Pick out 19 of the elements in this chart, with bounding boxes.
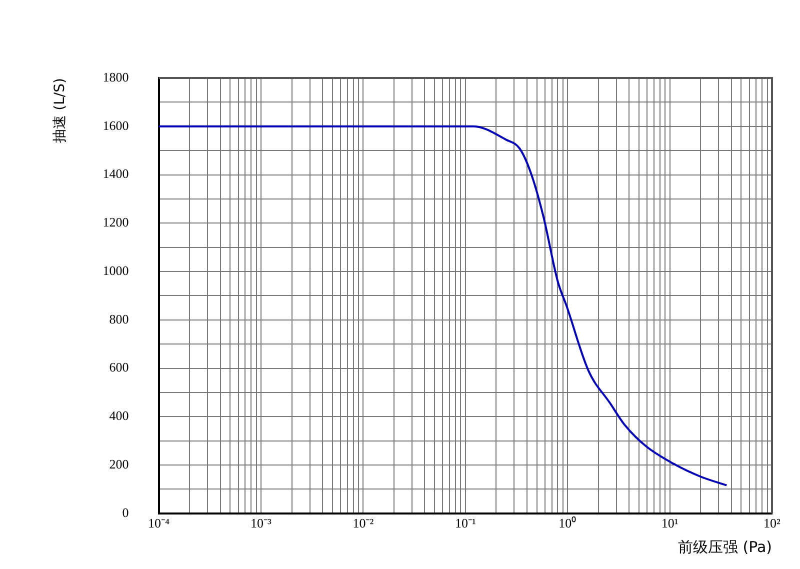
x-tick-label: 10⁻⁴: [148, 516, 170, 531]
y-tick-label: 1200: [102, 214, 129, 230]
y-tick-label: 600: [109, 360, 129, 375]
y-tick-label: 1000: [102, 262, 129, 278]
x-axis-title: 前级压强 (Pa): [678, 538, 772, 556]
y-tick-label: 1400: [102, 166, 129, 182]
x-tick-label: 10⁻³: [250, 516, 272, 531]
x-tick-label: 10⁻¹: [454, 516, 476, 531]
y-tick-label: 200: [109, 456, 129, 472]
x-tick-label: 10²: [764, 516, 781, 531]
y-tick-label: 0: [122, 504, 129, 520]
x-tick-label: 10⁻²: [352, 516, 374, 531]
y-tick-label: 1600: [102, 118, 129, 133]
y-tick-label: 1800: [102, 69, 129, 84]
y-tick-label: 400: [109, 408, 129, 424]
x-tick-label: 10⁰: [558, 516, 577, 531]
x-tick-label: 10¹: [661, 516, 678, 531]
y-tick-label: 800: [109, 311, 129, 326]
y-axis-title: 抽速 (L/S): [52, 78, 68, 143]
